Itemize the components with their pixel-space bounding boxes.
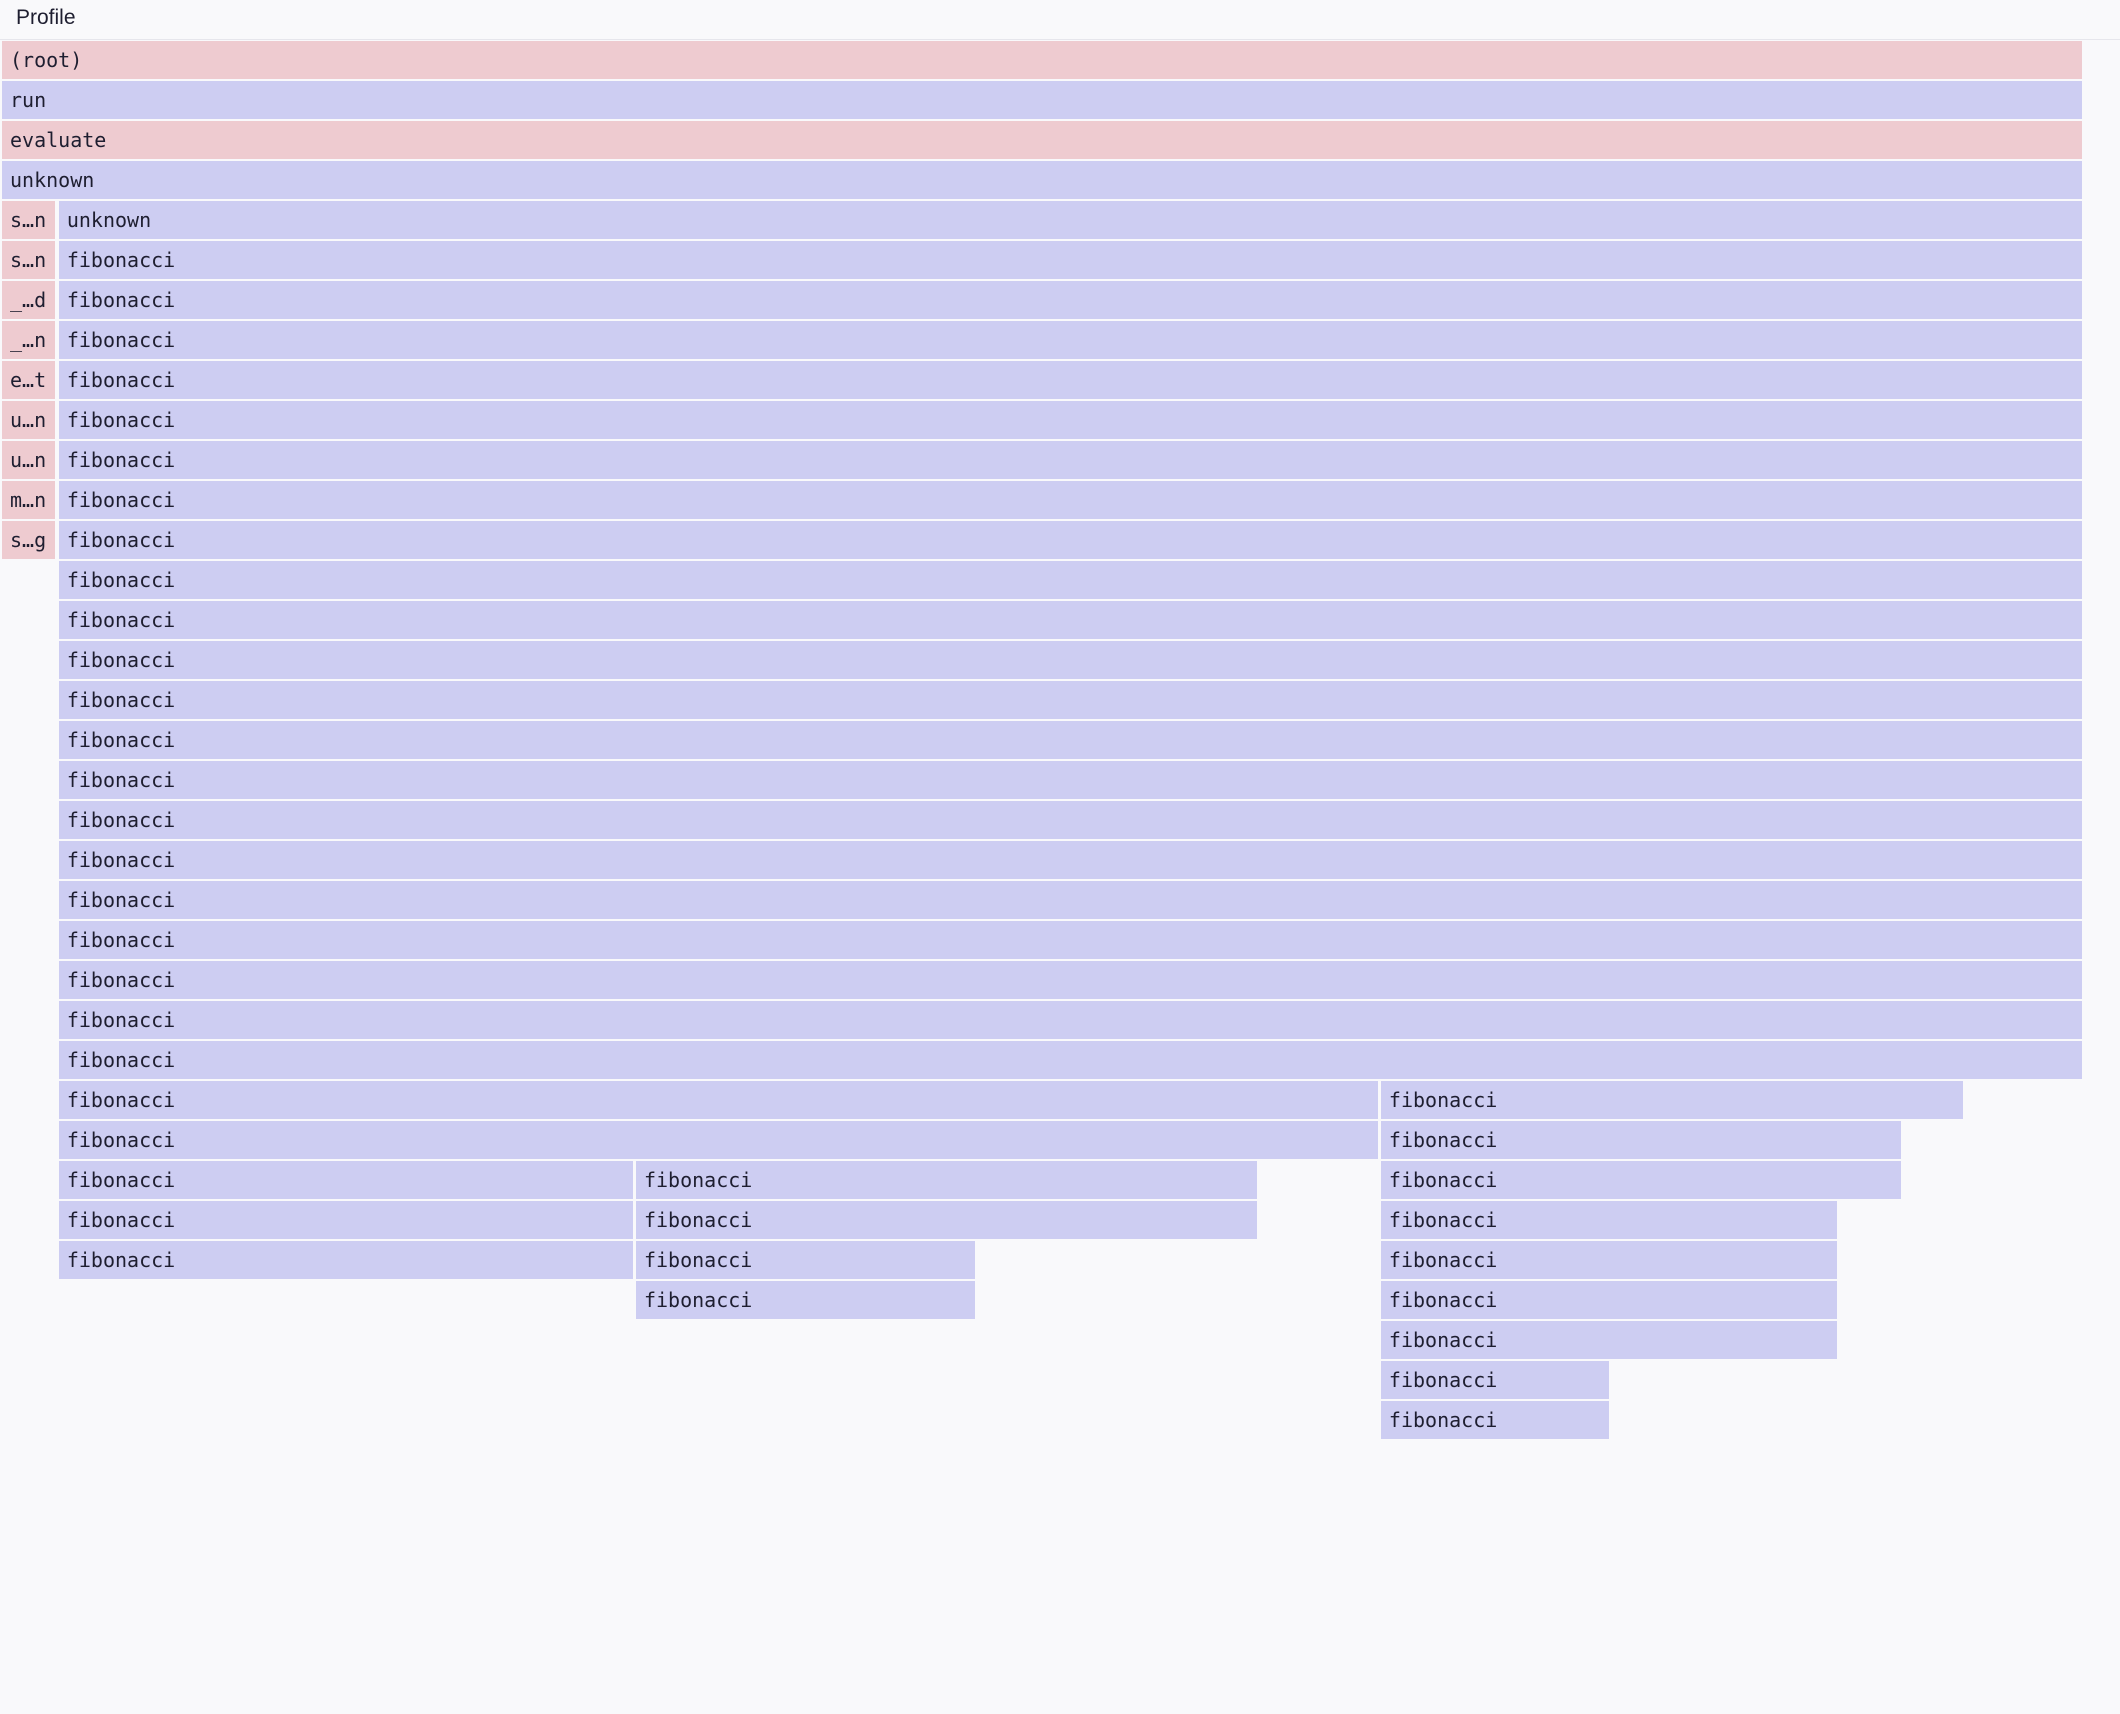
flame-frame-root[interactable]: (root) <box>2 41 2082 79</box>
flame-frame-fibonacci[interactable]: fibonacci <box>58 1081 1378 1119</box>
flame-frame-fibonacci[interactable]: fibonacci <box>58 1001 2082 1039</box>
toolbar: Profile <box>0 0 2120 40</box>
flame-frame-run[interactable]: run <box>2 81 2082 119</box>
flame-frame-evaluate[interactable]: evaluate <box>2 121 2082 159</box>
flame-frame-fibonacci[interactable]: fibonacci <box>58 681 2082 719</box>
flame-frame-fibonacci[interactable]: fibonacci <box>58 961 2082 999</box>
flame-frame-fibonacci[interactable]: fibonacci <box>1380 1361 1609 1399</box>
flame-frame-fibonacci[interactable]: fibonacci <box>1380 1201 1838 1239</box>
flame-frame-fibonacci[interactable]: fibonacci <box>58 1161 633 1199</box>
flame-frame-fibonacci[interactable]: fibonacci <box>58 841 2082 879</box>
flame-frame-unknown[interactable]: unknown <box>58 201 2082 239</box>
flame-frame-fibonacci[interactable]: fibonacci <box>58 641 2082 679</box>
flame-frame-fibonacci[interactable]: fibonacci <box>58 281 2082 319</box>
flame-frame-u-n[interactable]: u…n <box>2 401 56 439</box>
flame-frame-fibonacci[interactable]: fibonacci <box>58 601 2082 639</box>
flame-frame-fibonacci[interactable]: fibonacci <box>58 1121 1378 1159</box>
flame-frame-fibonacci[interactable]: fibonacci <box>1380 1401 1609 1439</box>
flame-frame-fibonacci[interactable]: fibonacci <box>635 1201 1258 1239</box>
flame-frame-fibonacci[interactable]: fibonacci <box>635 1161 1258 1199</box>
flame-frame-fibonacci[interactable]: fibonacci <box>1380 1121 1901 1159</box>
flame-frame-fibonacci[interactable]: fibonacci <box>1380 1241 1838 1279</box>
flame-frame-fibonacci[interactable]: fibonacci <box>58 1201 633 1239</box>
flame-frame-fibonacci[interactable]: fibonacci <box>58 361 2082 399</box>
page-title: Profile <box>16 6 76 29</box>
flame-graph[interactable]: (root) run evaluate unknown s…n unknown s…n fib… <box>2 41 2084 1641</box>
flame-frame-fibonacci[interactable]: fibonacci <box>58 521 2082 559</box>
flame-frame-s-n[interactable]: s…n <box>2 241 56 279</box>
flame-frame-fibonacci[interactable]: fibonacci <box>58 481 2082 519</box>
flame-frame-fibonacci[interactable]: fibonacci <box>58 561 2082 599</box>
flame-frame-fibonacci[interactable]: fibonacci <box>58 761 2082 799</box>
flame-frame-d[interactable]: _…d <box>2 281 56 319</box>
flame-frame-fibonacci[interactable]: fibonacci <box>58 441 2082 479</box>
flame-frame-fibonacci[interactable]: fibonacci <box>58 1241 633 1279</box>
flame-frame-fibonacci[interactable]: fibonacci <box>58 801 2082 839</box>
flame-frame-fibonacci[interactable]: fibonacci <box>1380 1161 1901 1199</box>
flame-frame-unknown[interactable]: unknown <box>2 161 2082 199</box>
flame-frame-fibonacci[interactable]: fibonacci <box>1380 1321 1838 1359</box>
flame-frame-fibonacci[interactable]: fibonacci <box>635 1281 975 1319</box>
flame-frame-fibonacci[interactable]: fibonacci <box>58 1041 2082 1079</box>
flame-frame-fibonacci[interactable]: fibonacci <box>58 241 2082 279</box>
flame-frame-u-n[interactable]: u…n <box>2 441 56 479</box>
flame-frame-m-n[interactable]: m…n <box>2 481 56 519</box>
flame-frame-fibonacci[interactable]: fibonacci <box>58 401 2082 439</box>
flame-frame-s-g[interactable]: s…g <box>2 521 56 559</box>
flame-frame-e-t[interactable]: e…t <box>2 361 56 399</box>
flame-frame-s-n[interactable]: s…n <box>2 201 56 239</box>
flame-frame-fibonacci[interactable]: fibonacci <box>58 721 2082 759</box>
flame-frame-fibonacci[interactable]: fibonacci <box>1380 1081 1963 1119</box>
flame-frame-fibonacci[interactable]: fibonacci <box>635 1241 975 1279</box>
flame-frame-fibonacci[interactable]: fibonacci <box>58 921 2082 959</box>
flame-frame-fibonacci[interactable]: fibonacci <box>58 881 2082 919</box>
flame-frame-fibonacci[interactable]: fibonacci <box>1380 1281 1838 1319</box>
flame-frame-fibonacci[interactable]: fibonacci <box>58 321 2082 359</box>
flame-frame-n[interactable]: _…n <box>2 321 56 359</box>
